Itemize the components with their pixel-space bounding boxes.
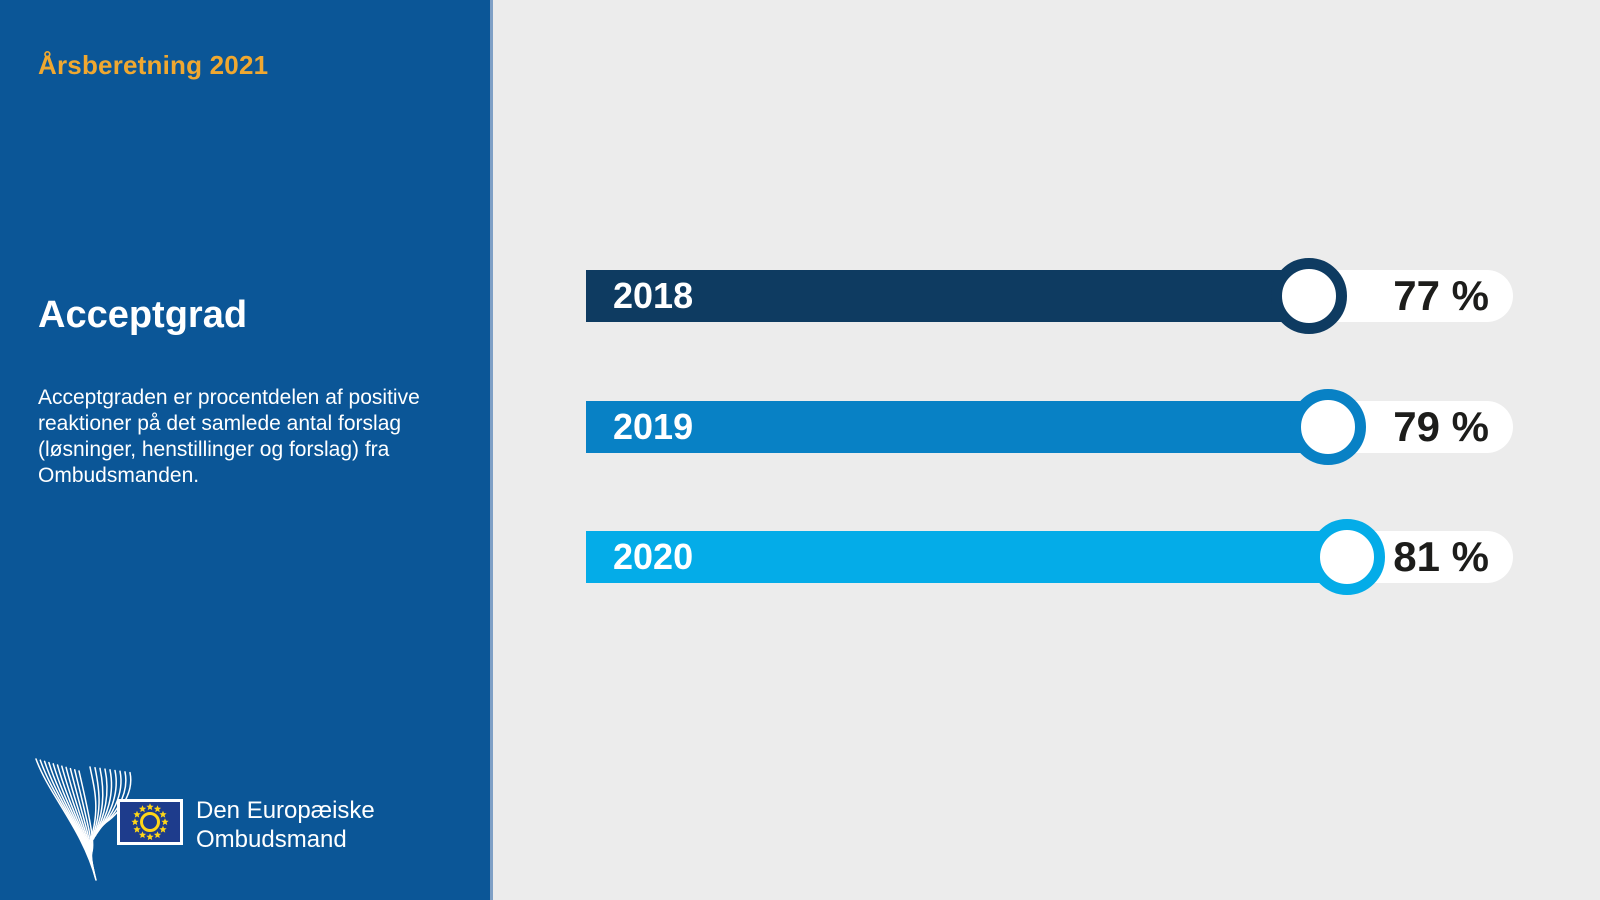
chart-row-2018: 77 % 2018 (586, 258, 1513, 334)
value-label: 77 % (1393, 272, 1489, 319)
org-name-line1: Den Europæiske (196, 797, 375, 824)
value-label: 79 % (1393, 403, 1489, 450)
chart-row-2019: 79 % 2019 (586, 389, 1513, 465)
chart-description: Acceptgraden er procentdelen af positive… (38, 386, 420, 487)
bar-end-ring (1309, 519, 1385, 595)
bar-end-ring (1271, 258, 1347, 334)
category-label: 2018 (613, 275, 694, 316)
sidebar-divider (490, 0, 493, 900)
org-name-line2: Ombudsmand (196, 826, 347, 853)
bar-2018: 2018 (586, 270, 1309, 322)
category-label: 2020 (613, 536, 694, 577)
page-title: Acceptgrad (38, 294, 248, 336)
sidebar: Årsberetning 2021 Acceptgrad Acceptgrade… (0, 0, 490, 900)
bar-2019: 2019 (586, 401, 1328, 453)
ombudsman-bird-icon (35, 758, 132, 881)
org-name: Den Europæiske Ombudsmand (196, 796, 375, 854)
bar-2020: 2020 (586, 531, 1347, 583)
report-title: Årsberetning 2021 (38, 50, 269, 80)
bar-end-ring (1290, 389, 1366, 465)
eu-flag-icon (117, 799, 183, 845)
chart-row-2020: 81 % 2020 (586, 519, 1513, 595)
category-label: 2019 (613, 406, 694, 447)
value-label: 81 % (1393, 533, 1489, 580)
